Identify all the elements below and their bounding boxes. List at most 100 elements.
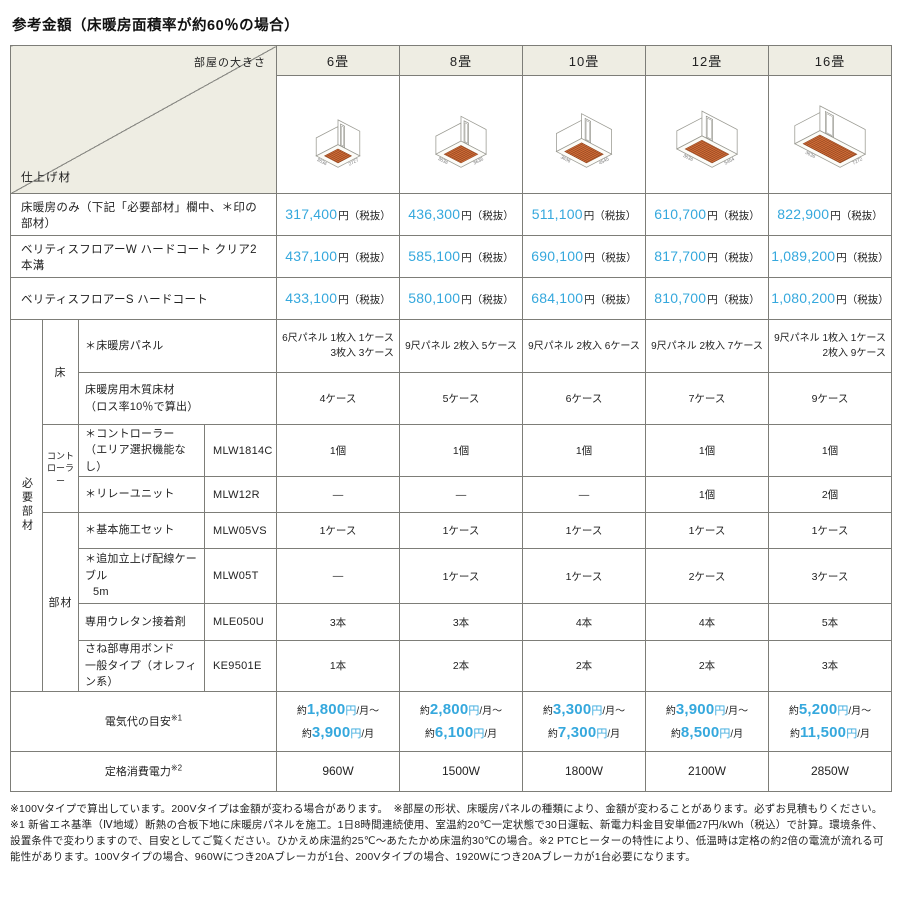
price-cell: 585,100円（税抜） <box>399 235 523 278</box>
svg-text:3636: 3636 <box>559 154 571 164</box>
part-value: 1個 <box>645 424 769 477</box>
electricity-cost-cell: 約1,800円/月～ 約3,900円/月 <box>276 690 400 752</box>
part-value: 2個 <box>768 476 892 513</box>
part-value: 1個 <box>768 424 892 477</box>
price-cell: 433,100円（税抜） <box>276 277 400 320</box>
parts-side-label: 必要部材 <box>10 319 43 692</box>
part-value: 3本 <box>399 603 523 641</box>
part-value: 1ケース <box>522 548 646 604</box>
part-model-number: KE9501E <box>204 640 277 692</box>
part-value: 7ケース <box>645 372 769 425</box>
corner-cell: 部屋の大きさ 仕上げ材 <box>10 45 277 194</box>
part-model-number: MLW05T <box>204 548 277 604</box>
price-cell: 437,100円（税抜） <box>276 235 400 278</box>
price-row-label: ベリティスフロアーS ハードコート <box>10 277 277 320</box>
part-value: 1ケース <box>768 512 892 549</box>
electricity-cost-label: 電気代の目安※1 <box>10 690 277 752</box>
part-model-number: MLW1814C <box>204 424 277 477</box>
part-value: 1個 <box>645 476 769 513</box>
svg-text:2727: 2727 <box>348 157 360 167</box>
part-value: 5ケース <box>399 372 523 425</box>
part-label-controller: ＊コントローラー （エリア選択機能なし） <box>78 424 205 477</box>
footnote-line: ※100Vタイプで算出しています。200Vタイプは金額が変わる場合があります。 … <box>10 802 883 815</box>
room-illustration: 3636 5454 <box>647 85 768 185</box>
page-title: 参考金額（床暖房面積率が約60％の場合） <box>12 18 300 34</box>
part-value: — <box>522 476 646 513</box>
part-label-panel: ＊床暖房パネル <box>78 319 277 373</box>
group-label-controller: コント ローラー <box>42 424 79 513</box>
price-cell: 511,100円（税抜） <box>522 193 646 236</box>
part-value: 9尺パネル 2枚入 6ケース <box>522 319 646 373</box>
svg-text:5454: 5454 <box>723 156 735 166</box>
part-value: 4ケース <box>276 372 400 425</box>
part-value: 1個 <box>522 424 646 477</box>
electricity-cost-cell: 約2,800円/月～ 約6,100円/月 <box>399 690 523 752</box>
svg-text:3636: 3636 <box>472 156 484 166</box>
room-illustration: 3636 7272 <box>770 85 891 185</box>
room-illustration: 3636 4545 <box>524 85 645 185</box>
rated-power-cell: 1500W <box>399 750 523 792</box>
part-value: 1ケース <box>276 512 400 549</box>
svg-text:3636: 3636 <box>682 152 694 162</box>
price-cell: 317,400円（税抜） <box>276 193 400 236</box>
electricity-cost-cell: 約3,900円/月～ 約8,500円/月 <box>645 690 769 752</box>
part-value: 2本 <box>522 640 646 692</box>
price-cell: 810,700円（税抜） <box>645 277 769 320</box>
rated-power-cell: 2850W <box>768 750 892 792</box>
rated-power-label: 定格消費電力※2 <box>10 750 277 792</box>
electricity-cost-cell: 約5,200円/月～ 約11,500円/月 <box>768 690 892 752</box>
column-header-8jo: 8畳 <box>399 45 523 76</box>
rated-power-cell: 1800W <box>522 750 646 792</box>
svg-text:4545: 4545 <box>598 156 610 166</box>
part-value: 2本 <box>645 640 769 692</box>
part-value: 3ケース <box>768 548 892 604</box>
part-value: 1ケース <box>399 548 523 604</box>
part-label-relay-unit: ＊リレーユニット <box>78 476 205 513</box>
part-value: — <box>399 476 523 513</box>
group-label-floor: 床 <box>42 319 79 425</box>
room-illustration-cell: 3636 3636 <box>399 75 523 194</box>
svg-text:3636: 3636 <box>804 149 816 159</box>
price-cell: 580,100円（税抜） <box>399 277 523 320</box>
price-cell: 610,700円（税抜） <box>645 193 769 236</box>
part-model-number: MLE050U <box>204 603 277 641</box>
part-label-basic-kit: ＊基本施工セット <box>78 512 205 549</box>
svg-text:3636: 3636 <box>316 156 328 166</box>
rated-power-cell: 2100W <box>645 750 769 792</box>
part-value: 2本 <box>399 640 523 692</box>
part-value: 6ケース <box>522 372 646 425</box>
column-header-16jo: 16畳 <box>768 45 892 76</box>
part-value: 1ケース <box>399 512 523 549</box>
part-value: 2ケース <box>645 548 769 604</box>
footnote-line: ※1 新省エネ基準（Ⅳ地域）断熱の合板下地に床暖房パネルを施工。1日8時間連続使… <box>10 818 884 864</box>
part-value: 3本 <box>768 640 892 692</box>
svg-text:7272: 7272 <box>852 156 864 166</box>
part-value: — <box>276 548 400 604</box>
column-header-6jo: 6畳 <box>276 45 400 76</box>
price-cell: 817,700円（税抜） <box>645 235 769 278</box>
rated-power-cell: 960W <box>276 750 400 792</box>
part-value: 4本 <box>645 603 769 641</box>
part-label-wood-flooring: 床暖房用木質床材 （ロス率10％で算出） <box>78 372 277 425</box>
room-illustration: 3636 2727 <box>278 85 399 185</box>
part-value: 6尺パネル 1枚入 1ケース 3枚入 3ケース <box>276 319 400 373</box>
reference-price-table: 部屋の大きさ 仕上げ材 6畳 8畳 10畳 12畳 16畳 3636 2727 3… <box>10 45 892 792</box>
corner-label-finish-material: 仕上げ材 <box>21 172 71 184</box>
room-illustration-cell: 3636 2727 <box>276 75 400 194</box>
room-illustration-cell: 3636 4545 <box>522 75 646 194</box>
price-cell: 1,089,200円（税抜） <box>768 235 892 278</box>
group-label-parts: 部材 <box>42 512 79 692</box>
part-value: 1ケース <box>522 512 646 549</box>
part-value: 1ケース <box>645 512 769 549</box>
part-value: 9尺パネル 1枚入 1ケース 2枚入 9ケース <box>768 319 892 373</box>
column-header-12jo: 12畳 <box>645 45 769 76</box>
price-cell: 436,300円（税抜） <box>399 193 523 236</box>
price-row-label: 床暖房のみ（下記「必要部材」欄中、＊印の部材） <box>10 193 277 236</box>
footnotes: ※100Vタイプで算出しています。200Vタイプは金額が変わる場合があります。 … <box>10 801 891 866</box>
part-model-number: MLW05VS <box>204 512 277 549</box>
part-value: 3本 <box>276 603 400 641</box>
room-illustration: 3636 3636 <box>401 85 522 185</box>
part-label-urethane-adhesive: 専用ウレタン接着剤 <box>78 603 205 641</box>
price-cell: 684,100円（税抜） <box>522 277 646 320</box>
price-cell: 822,900円（税抜） <box>768 193 892 236</box>
